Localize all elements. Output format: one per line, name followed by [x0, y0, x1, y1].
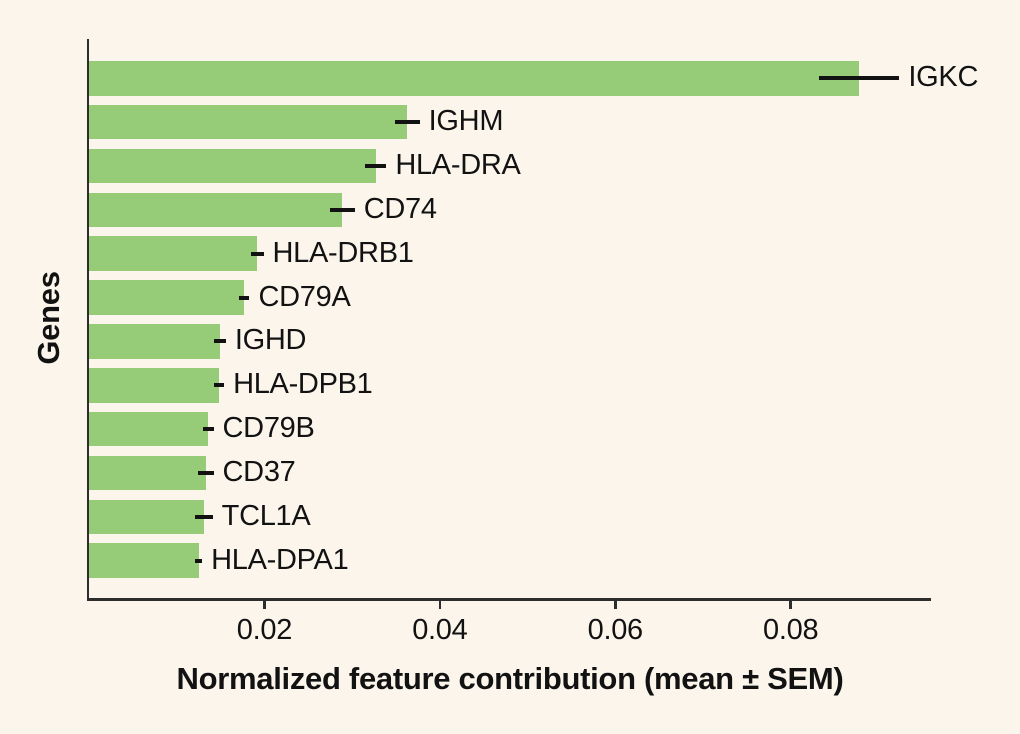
x-axis-spine: [86, 598, 931, 601]
bar-label-ighm: IGHM: [428, 104, 504, 137]
x-tick-label-0.04: 0.04: [412, 614, 468, 646]
bar-hla-dpb1: [89, 367, 219, 403]
bar-label-cd79a: CD79A: [258, 280, 351, 313]
x-axis-label: Normalized feature contribution (mean ± …: [176, 661, 844, 696]
bar-label-cd74: CD74: [363, 192, 437, 225]
bar-label-cd79b: CD79B: [222, 411, 315, 444]
bar-ighd: [89, 324, 220, 359]
y-axis-spine: [86, 39, 89, 601]
bar-cd74: [89, 192, 343, 228]
bar-label-ighd: IGHD: [234, 324, 307, 357]
x-tick-0.02: [263, 600, 266, 609]
bar-tcl1a: [89, 499, 204, 535]
bar-label-hla-dpb1: HLA-DPB1: [233, 368, 373, 401]
bar-ighm: [89, 104, 408, 140]
x-tick-label-0.06: 0.06: [587, 614, 644, 646]
error-bar-ighd: [213, 339, 226, 344]
y-axis-label: Genes: [31, 271, 66, 365]
error-bar-ighm: [395, 120, 420, 125]
bar-label-hla-dpa1: HLA-DPA1: [211, 543, 349, 576]
error-bar-hla-drb1: [251, 251, 264, 256]
x-tick-label-0.08: 0.08: [763, 614, 819, 646]
bar-cd37: [89, 455, 206, 491]
error-bar-cd74: [330, 207, 355, 212]
bar-hla-dpa1: [89, 543, 199, 578]
bar-label-cd37: CD37: [222, 455, 296, 488]
error-bar-cd79b: [203, 427, 214, 432]
bar-label-hla-drb1: HLA-DRB1: [272, 236, 414, 269]
error-bar-hla-dpb1: [213, 383, 225, 388]
error-bar-hla-dpa1: [195, 558, 203, 563]
error-bar-cd79a: [238, 295, 250, 300]
bar-igkc: [89, 61, 860, 96]
bar-label-hla-dra: HLA-DRA: [395, 148, 521, 181]
bar-cd79b: [89, 411, 209, 447]
error-bar-hla-dra: [365, 164, 387, 168]
error-bar-tcl1a: [195, 514, 213, 519]
bar-hla-dra: [89, 148, 376, 184]
bar-label-tcl1a: TCL1A: [221, 499, 311, 532]
bar-cd79a: [89, 280, 245, 315]
x-tick-0.08: [789, 600, 792, 609]
x-tick-0.06: [614, 600, 617, 609]
bar-hla-drb1: [89, 236, 258, 271]
error-bar-cd37: [197, 470, 214, 475]
error-bar-igkc: [818, 76, 900, 81]
x-tick-0.04: [438, 600, 442, 609]
bar-label-igkc: IGKC: [908, 61, 979, 94]
x-tick-label-0.02: 0.02: [236, 614, 293, 646]
